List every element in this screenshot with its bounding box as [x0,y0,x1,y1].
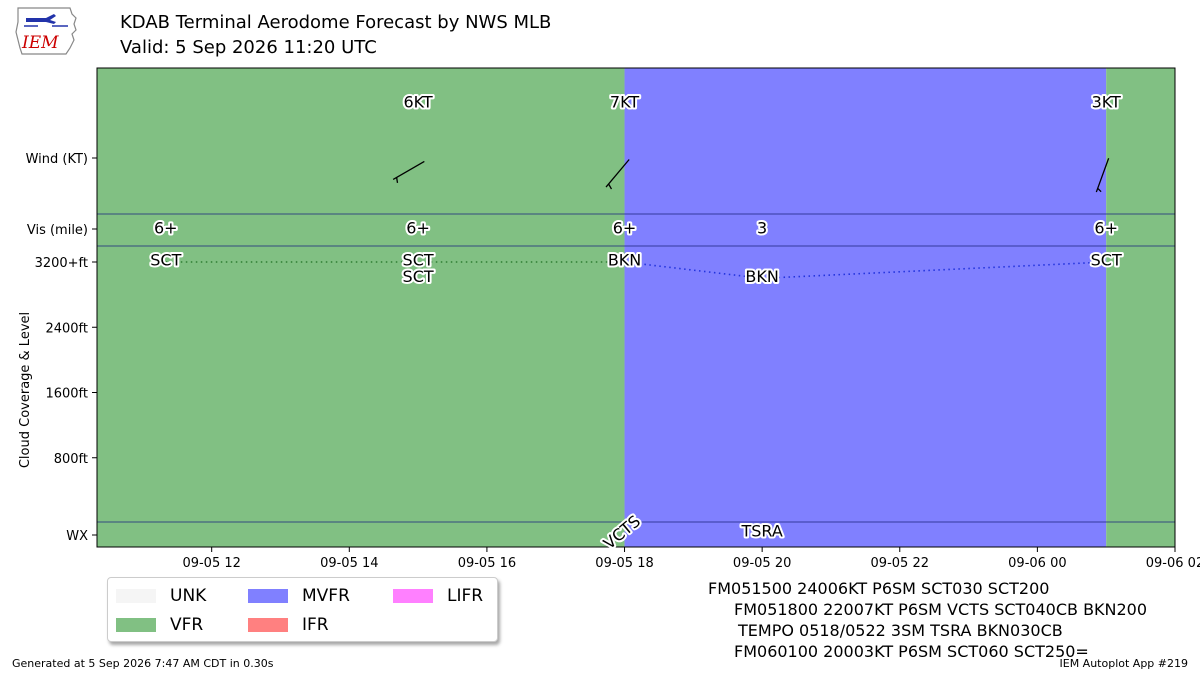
wind-barb [392,160,425,180]
footer-app: IEM Autoplot App #219 [1059,657,1189,670]
iem-logo: IEM [15,7,77,55]
cloud-cover-label: SCT [403,251,434,270]
wind-barb [1095,158,1110,193]
airplane-icon [26,14,56,24]
visibility-label: 6+ [406,219,430,238]
logo-text: IEM [21,33,59,53]
y-label-vis: Vis (mile) [27,223,88,238]
taf-line: FM051800 22007KT P6SM VCTS SCT040CB BKN2… [734,600,1148,619]
x-tick-label: 09-05 18 [595,556,653,571]
legend: UNK VFR MVFR IFR LIFR [107,577,498,642]
visibility-label: 6+ [154,219,178,238]
visibility-label: 6+ [1094,219,1118,238]
taf-line: FM051500 24006KT P6SM SCT030 SCT200 [708,579,1050,598]
legend-item-ifr: IFR [248,615,329,635]
y-tick-label: 800ft [54,452,88,467]
y-tick-label: 2400ft [45,321,88,336]
chart-title: KDAB Terminal Aerodome Forecast by NWS M… [120,12,552,33]
taf-line: TEMPO 0518/0522 3SM TSRA BKN030CB [738,621,1063,640]
legend-item-vfr: VFR [116,615,203,635]
y-axis-title: Cloud Coverage & Level [18,312,33,468]
legend-swatch [116,618,156,632]
legend-item-unk: UNK [116,586,206,606]
cloud-cover-label: SCT [403,267,434,286]
legend-swatch [393,589,433,603]
legend-item-mvfr: MVFR [248,586,350,606]
category-band-vfr [1106,68,1175,547]
chart-subtitle: Valid: 5 Sep 2026 11:20 UTC [120,37,377,58]
y-tick-label: 1600ft [45,387,88,402]
category-band-mvfr [624,68,1107,547]
x-tick-label: 09-05 20 [733,556,791,571]
cloud-cover-label: SCT [1091,251,1122,270]
category-band-vfr [97,68,625,547]
legend-label: MVFR [302,586,350,606]
wind-barb-flag [395,177,399,183]
wind-barb-flag [1097,187,1102,193]
y-label-wx: WX [66,529,88,544]
cloud-cover-label: BKN [608,251,641,270]
x-tick-label: 09-05 22 [871,556,929,571]
wind-speed-label: 7KT [610,93,639,112]
x-tick-label: 09-06 00 [1008,556,1066,571]
x-tick-label: 09-05 12 [182,556,240,571]
wind-barb [605,159,630,188]
footer-generated: Generated at 5 Sep 2026 7:47 AM CDT in 0… [12,657,274,670]
wind-speed-label: 6KT [404,93,433,112]
cloud-level-line [624,261,1107,280]
weather-label: TSRA [740,522,782,541]
wind-barb-flag [608,183,613,190]
legend-item-lifr: LIFR [393,586,483,606]
legend-label: IFR [302,615,329,635]
visibility-label: 6+ [613,219,637,238]
plot-frame [96,67,1176,548]
cloud-cover-label: SCT [150,251,181,270]
x-tick-label: 09-05 16 [458,556,516,571]
visibility-label: 3 [757,219,767,238]
legend-swatch [116,589,156,603]
wind-speed-label: 3KT [1092,93,1121,112]
legend-swatch [248,618,288,632]
legend-label: LIFR [447,586,484,606]
x-tick-label: 09-05 14 [320,556,378,571]
y-tick-label: 3200+ft [35,256,88,271]
cloud-cover-label: BKN [745,267,778,286]
legend-label: VFR [170,615,204,635]
taf-line: FM060100 20003KT P6SM SCT060 SCT250= [734,642,1089,661]
legend-swatch [248,589,288,603]
legend-label: UNK [170,586,207,606]
x-tick-label: 09-06 02 [1146,556,1200,571]
y-label-wind: Wind (KT) [26,152,88,167]
